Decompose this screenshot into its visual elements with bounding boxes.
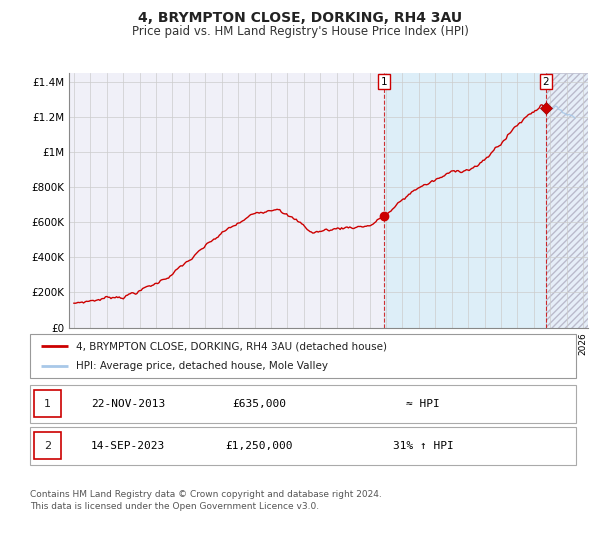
Text: Contains HM Land Registry data © Crown copyright and database right 2024.
This d: Contains HM Land Registry data © Crown c…	[30, 490, 382, 511]
FancyBboxPatch shape	[30, 427, 576, 465]
Text: 4, BRYMPTON CLOSE, DORKING, RH4 3AU: 4, BRYMPTON CLOSE, DORKING, RH4 3AU	[138, 11, 462, 25]
Bar	[545, 73, 588, 328]
FancyBboxPatch shape	[34, 390, 61, 417]
Text: 1: 1	[381, 77, 388, 87]
Text: 14-SEP-2023: 14-SEP-2023	[91, 441, 166, 451]
Text: 31% ↑ HPI: 31% ↑ HPI	[393, 441, 454, 451]
Text: 1: 1	[44, 399, 51, 409]
FancyBboxPatch shape	[30, 334, 576, 378]
Text: ≈ HPI: ≈ HPI	[406, 399, 440, 409]
Text: 2: 2	[44, 441, 51, 451]
Text: 2: 2	[542, 77, 549, 87]
Text: HPI: Average price, detached house, Mole Valley: HPI: Average price, detached house, Mole…	[76, 361, 328, 371]
Text: £635,000: £635,000	[232, 399, 286, 409]
Text: 4, BRYMPTON CLOSE, DORKING, RH4 3AU (detached house): 4, BRYMPTON CLOSE, DORKING, RH4 3AU (det…	[76, 341, 388, 351]
Text: Price paid vs. HM Land Registry's House Price Index (HPI): Price paid vs. HM Land Registry's House …	[131, 25, 469, 38]
Text: £1,250,000: £1,250,000	[226, 441, 293, 451]
Text: 22-NOV-2013: 22-NOV-2013	[91, 399, 166, 409]
Bar	[545, 73, 588, 328]
Bar	[385, 73, 545, 328]
FancyBboxPatch shape	[30, 385, 576, 423]
FancyBboxPatch shape	[34, 432, 61, 459]
